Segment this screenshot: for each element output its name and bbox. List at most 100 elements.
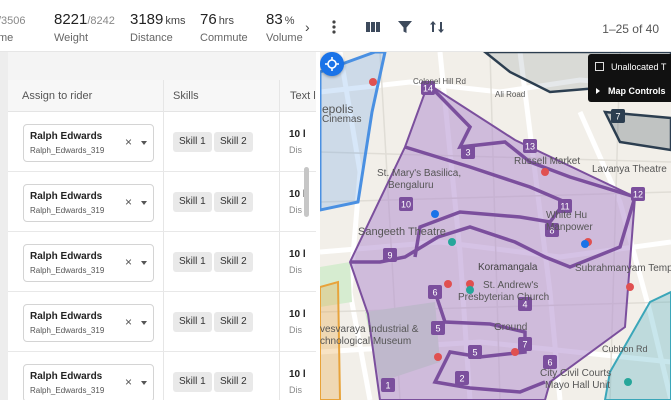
- stat-volume-unit: %: [284, 15, 295, 27]
- rider-id: Ralph_Edwards_319: [30, 326, 105, 335]
- table-row[interactable]: Ralph Edwards Ralph_Edwards_319 × Skill 1 Sk…: [8, 232, 316, 292]
- route-stop-marker[interactable]: 8: [545, 223, 559, 237]
- rider-select[interactable]: Ralph Edwards Ralph_Edwards_319 ×: [23, 304, 154, 342]
- table-row[interactable]: Ralph Edwards Ralph_Edwards_319 × Skill 1 Sk…: [8, 352, 316, 400]
- stat-weight-label: Weight: [54, 32, 89, 44]
- table-gutter: [0, 52, 8, 400]
- clear-icon[interactable]: ×: [125, 255, 133, 269]
- dropdown-arrow-icon[interactable]: [141, 381, 147, 385]
- stat-time: /3506 me: [0, 11, 26, 45]
- route-stop-label: 14: [423, 84, 433, 94]
- route-stop-label: 5: [472, 348, 477, 358]
- stat-commute-label: Commute: [200, 32, 248, 44]
- route-stop-marker[interactable]: 5: [468, 345, 482, 359]
- col-header-assign[interactable]: Assign to rider: [22, 90, 93, 102]
- rider-select[interactable]: Ralph Edwards Ralph_Edwards_319 ×: [23, 124, 154, 162]
- map-label: Ali Road: [495, 90, 526, 99]
- route-stop-marker[interactable]: 5: [431, 321, 445, 335]
- clear-icon[interactable]: ×: [125, 375, 133, 389]
- dropdown-arrow-icon[interactable]: [141, 321, 147, 325]
- text-value: 10 l: [289, 189, 306, 200]
- route-stop-marker[interactable]: 1: [381, 378, 395, 392]
- sort-icon[interactable]: [429, 19, 445, 35]
- more-vert-icon[interactable]: [326, 19, 342, 35]
- route-stop-marker[interactable]: 7: [518, 337, 532, 351]
- rider-id: Ralph_Edwards_319: [30, 146, 105, 155]
- clear-icon[interactable]: ×: [125, 315, 133, 329]
- rider-select[interactable]: Ralph Edwards Ralph_Edwards_319 ×: [23, 244, 154, 282]
- route-stop-marker[interactable]: 14: [421, 81, 435, 95]
- dropdown-arrow-icon[interactable]: [141, 201, 147, 205]
- map-label: epolis: [322, 102, 354, 116]
- col-header-skills[interactable]: Skills: [173, 90, 199, 102]
- map-label: vesvaraya Industrial &: [320, 324, 419, 335]
- text-value: 10 l: [289, 369, 306, 380]
- locate-icon[interactable]: [320, 52, 344, 76]
- route-stop-marker[interactable]: 6: [428, 285, 442, 299]
- route-stop-marker[interactable]: 9: [383, 248, 397, 262]
- map-label: chnological Museum: [320, 336, 412, 347]
- map-label: Cubbon Rd: [602, 344, 648, 354]
- chevron-right-icon[interactable]: ›: [305, 19, 310, 35]
- route-stop-marker[interactable]: 7: [611, 109, 625, 123]
- rider-select[interactable]: Ralph Edwards Ralph_Edwards_319 ×: [23, 184, 154, 222]
- map-label: Manpower: [546, 222, 593, 233]
- route-stop-label: 9: [387, 251, 392, 261]
- stat-weight: 8221/8242 Weight: [54, 11, 115, 45]
- route-stop-label: 5: [435, 324, 440, 334]
- route-stop-marker[interactable]: 13: [523, 139, 537, 153]
- map-label: Colonel Hill Rd: [413, 77, 466, 86]
- col-header-text[interactable]: Text l: [290, 90, 316, 102]
- rider-name: Ralph Edwards: [30, 251, 103, 262]
- column-divider: [279, 80, 280, 400]
- unallocated-toggle[interactable]: Unallocated T: [595, 62, 666, 72]
- map-label: Sangeeth Theatre: [358, 226, 446, 238]
- stat-distance-label: Distance: [130, 32, 173, 44]
- table-row[interactable]: Ralph Edwards Ralph_Edwards_319 × Skill 1 Sk…: [8, 112, 316, 172]
- stat-commute-value: 76: [200, 11, 217, 28]
- table-scrollbar[interactable]: [304, 167, 309, 217]
- route-stop-label: 3: [465, 148, 470, 158]
- table-top-spacer: [8, 52, 316, 80]
- map-controls-toggle[interactable]: Map Controls: [596, 86, 666, 96]
- skill-chip: Skill 1: [173, 252, 212, 272]
- stat-distance: 3189 kms Distance: [130, 11, 186, 45]
- stat-distance-value: 3189: [130, 11, 164, 28]
- map-controls-label: Map Controls: [608, 86, 666, 96]
- columns-icon[interactable]: [365, 19, 381, 35]
- skill-chip: Skill 2: [214, 252, 253, 272]
- map-label: City Civil Courts: [540, 368, 612, 379]
- skill-chip: Skill 1: [173, 312, 212, 332]
- skill-chip: Skill 2: [214, 132, 253, 152]
- clear-icon[interactable]: ×: [125, 195, 133, 209]
- rider-select[interactable]: Ralph Edwards Ralph_Edwards_319 ×: [23, 364, 154, 400]
- route-stop-label: 7: [522, 340, 527, 350]
- stat-commute: 76 hrs Commute: [200, 11, 248, 45]
- route-stop-marker[interactable]: 10: [399, 197, 413, 211]
- map-label: White Hu: [546, 210, 588, 221]
- checkbox-icon[interactable]: [595, 62, 604, 71]
- dropdown-arrow-icon[interactable]: [141, 261, 147, 265]
- map-label: Presbyterian Church: [458, 292, 550, 303]
- route-stop-marker[interactable]: 11: [558, 199, 572, 213]
- table-row[interactable]: Ralph Edwards Ralph_Edwards_319 × Skill 1 Sk…: [8, 292, 316, 352]
- stat-weight-value: 8221: [54, 11, 88, 28]
- route-stop-marker[interactable]: 2: [455, 371, 469, 385]
- clear-icon[interactable]: ×: [125, 135, 133, 149]
- route-stop-marker[interactable]: 3: [461, 145, 475, 159]
- text-sub: Dis: [289, 385, 302, 395]
- caret-right-icon: [596, 88, 600, 94]
- filter-icon[interactable]: [397, 19, 413, 35]
- column-divider: [163, 80, 164, 400]
- dropdown-arrow-icon[interactable]: [141, 141, 147, 145]
- route-stop-marker[interactable]: 12: [631, 187, 645, 201]
- table-row[interactable]: Ralph Edwards Ralph_Edwards_319 × Skill 1 Sk…: [8, 172, 316, 232]
- route-stop-marker[interactable]: 6: [543, 355, 557, 369]
- text-value: 10 l: [289, 309, 306, 320]
- text-value: 10 l: [289, 129, 306, 140]
- skill-chip: Skill 1: [173, 192, 212, 212]
- route-stop-marker[interactable]: 4: [518, 297, 532, 311]
- route-map[interactable]: 14 13 3 7 12 10 11 8 9 6 5 4 7 1 2 6 5 Colonel Hill Rd A…: [320, 52, 671, 400]
